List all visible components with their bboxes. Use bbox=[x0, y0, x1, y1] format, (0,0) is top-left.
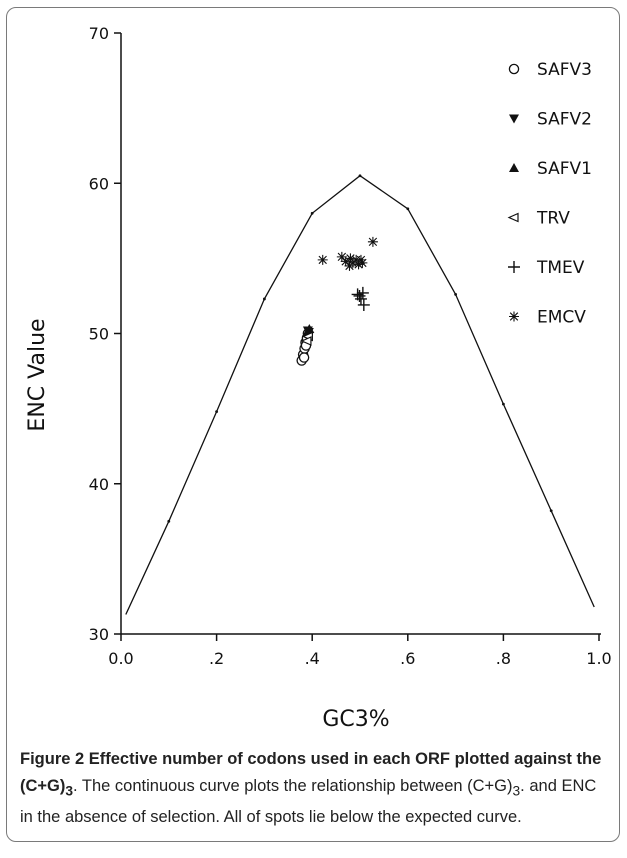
curve-node bbox=[454, 293, 457, 296]
scatter-plot: 0.0 .2 .4 .6 .8 1.0 30 40 50 60 70 SAFV3 SAFV2 SAFV1… bbox=[25, 24, 612, 732]
point-tmev bbox=[354, 292, 367, 305]
point-trv bbox=[300, 336, 312, 346]
point-tmev bbox=[356, 286, 369, 299]
legend-marker-trv bbox=[507, 212, 519, 223]
x-tick-label: 1.0 bbox=[586, 649, 611, 668]
legend-label-trv: TRV bbox=[536, 209, 570, 229]
legend-marker-safv1 bbox=[509, 163, 519, 172]
legend-label-safv2: SAFV2 bbox=[537, 110, 592, 130]
caption-subscript: 3 bbox=[512, 783, 521, 799]
x-axis-title: GC3% bbox=[322, 707, 389, 732]
point-emcv bbox=[353, 259, 364, 270]
curve-node bbox=[310, 211, 314, 215]
caption-bold-subscript: 3 bbox=[65, 783, 74, 799]
curve-node bbox=[406, 207, 410, 211]
x-tick-label: .6 bbox=[400, 649, 415, 668]
caption-bold-text: Figure 2 Effective number of codons used… bbox=[20, 750, 602, 795]
point-safv3 bbox=[298, 352, 310, 363]
point-emcv bbox=[345, 253, 356, 264]
legend-label-tmev: TMEV bbox=[536, 258, 585, 278]
axes: 0.0 .2 .4 .6 .8 1.0 30 40 50 60 70 bbox=[89, 24, 612, 668]
expected-curve-layer bbox=[125, 174, 595, 615]
figure-caption: Figure 2 Effective number of codons used… bbox=[20, 746, 612, 831]
point-emcv bbox=[340, 256, 351, 267]
point-emcv bbox=[355, 254, 366, 265]
figure-frame bbox=[6, 7, 620, 842]
point-emcv bbox=[357, 257, 368, 268]
curve-node bbox=[502, 402, 505, 406]
y-tick-label: 30 bbox=[89, 625, 109, 644]
legend-label-safv3: SAFV3 bbox=[537, 60, 592, 80]
y-tick-label: 60 bbox=[89, 174, 109, 193]
legend-label-safv1: SAFV1 bbox=[537, 159, 592, 179]
legend-marker-emcv bbox=[509, 311, 519, 322]
caption-title: Figure 2 Effective number of codons used… bbox=[20, 750, 602, 799]
caption-text-2: . and ENC in the absence of selection. A… bbox=[20, 777, 597, 827]
points-layer bbox=[296, 236, 378, 366]
y-tick-label: 50 bbox=[89, 325, 109, 344]
x-tick-label: .4 bbox=[305, 649, 320, 668]
point-tmev bbox=[357, 298, 370, 311]
point-emcv bbox=[317, 254, 328, 265]
point-tmev bbox=[353, 289, 366, 302]
curve-node bbox=[549, 509, 553, 513]
legend-label-emcv: EMCV bbox=[537, 308, 586, 328]
curve-node bbox=[263, 297, 266, 301]
x-tick-label: 0.0 bbox=[108, 649, 133, 668]
expected-curve bbox=[125, 174, 595, 615]
point-emcv bbox=[336, 251, 347, 262]
x-tick-label: .8 bbox=[496, 649, 511, 668]
curve-node bbox=[358, 174, 362, 178]
x-tick-label: .2 bbox=[209, 649, 224, 668]
legend: SAFV3 SAFV2 SAFV1 TRV TMEV EMCV bbox=[507, 60, 592, 328]
caption-text-1: . The continuous curve plots the relatio… bbox=[73, 777, 513, 795]
legend-marker-tmev bbox=[508, 261, 520, 273]
point-emcv bbox=[367, 236, 378, 247]
y-axis-title: ENC Value bbox=[25, 318, 50, 431]
y-tick-label: 70 bbox=[89, 24, 109, 43]
legend-marker-safv2 bbox=[509, 114, 519, 124]
curve-node bbox=[167, 519, 171, 523]
curve-node bbox=[215, 410, 219, 414]
y-tick-label: 40 bbox=[89, 475, 109, 494]
legend-marker-safv3 bbox=[508, 63, 520, 75]
